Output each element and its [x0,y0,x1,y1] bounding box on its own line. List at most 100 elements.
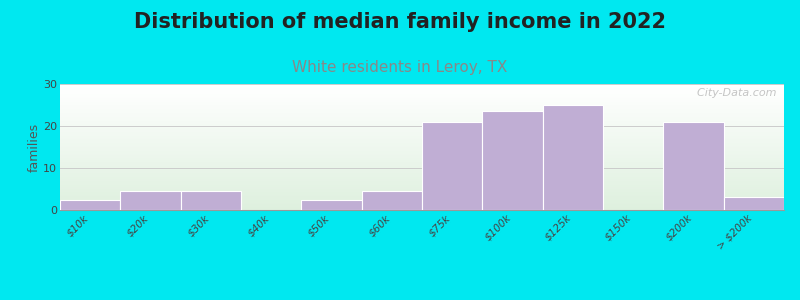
Bar [60,184,784,185]
Bar [60,159,784,160]
Bar [60,147,784,148]
Bar [60,144,784,145]
Bar [60,132,784,133]
Bar [60,121,784,122]
Bar [60,88,784,89]
Bar [60,175,784,176]
Bar [60,137,784,138]
Bar [60,173,784,174]
Bar [60,118,784,119]
Bar [60,111,784,112]
Bar [60,112,784,113]
Bar [60,99,784,100]
Bar [60,204,784,205]
Bar [60,130,784,131]
Bar [60,161,784,162]
Bar [60,206,784,207]
Bar [482,111,542,210]
Bar [60,98,784,99]
Bar [60,162,784,163]
Bar [302,200,362,210]
Bar [60,167,784,168]
Bar [60,157,784,158]
Bar [60,134,784,135]
Bar [663,122,724,210]
Bar [60,170,784,171]
Bar [60,198,784,199]
Bar [60,150,784,151]
Bar [60,143,784,144]
Bar [60,172,784,173]
Bar [60,149,784,150]
Bar [60,89,784,90]
Bar [60,191,784,192]
Bar [60,168,784,169]
Bar [60,109,784,110]
Bar [60,125,784,126]
Bar [181,191,241,210]
Bar [60,201,784,202]
Bar [60,129,784,130]
Bar [60,188,784,189]
Bar [60,163,784,164]
Bar [60,107,784,108]
Bar [60,180,784,181]
Bar [60,126,784,127]
Bar [60,205,784,206]
Bar [60,200,120,210]
Bar [60,194,784,195]
Bar [60,122,784,123]
Bar [60,96,784,97]
Bar [60,174,784,175]
Bar [60,181,784,182]
Bar [60,103,784,104]
Bar [60,199,784,200]
Bar [60,178,784,179]
Bar [60,152,784,153]
Text: City-Data.com: City-Data.com [690,88,777,98]
Bar [60,145,784,146]
Bar [60,85,784,86]
Bar [60,114,784,115]
Bar [60,192,784,193]
Bar [60,87,784,88]
Bar [60,95,784,96]
Bar [60,124,784,125]
Bar [60,105,784,106]
Bar [60,94,784,95]
Bar [60,135,784,136]
Bar [60,128,784,129]
Bar [60,193,784,194]
Bar [60,100,784,101]
Bar [60,165,784,166]
Bar [60,97,784,98]
Bar [60,169,784,170]
Bar [60,182,784,183]
Bar [60,101,784,102]
Text: Distribution of median family income in 2022: Distribution of median family income in … [134,12,666,32]
Bar [60,93,784,94]
Bar [60,151,784,152]
Bar [60,139,784,140]
Bar [542,105,603,210]
Bar [60,113,784,114]
Bar [60,133,784,134]
Bar [60,92,784,93]
Bar [60,190,784,191]
Bar [60,196,784,197]
Bar [60,104,784,105]
Bar [60,106,784,107]
Bar [60,176,784,177]
Bar [60,160,784,161]
Bar [60,153,784,154]
Bar [60,154,784,155]
Bar [60,179,784,180]
Bar [60,156,784,157]
Bar [60,183,784,184]
Bar [60,209,784,210]
Bar [60,203,784,204]
Bar [60,185,784,186]
Bar [60,146,784,147]
Bar [60,131,784,132]
Bar [60,90,784,91]
